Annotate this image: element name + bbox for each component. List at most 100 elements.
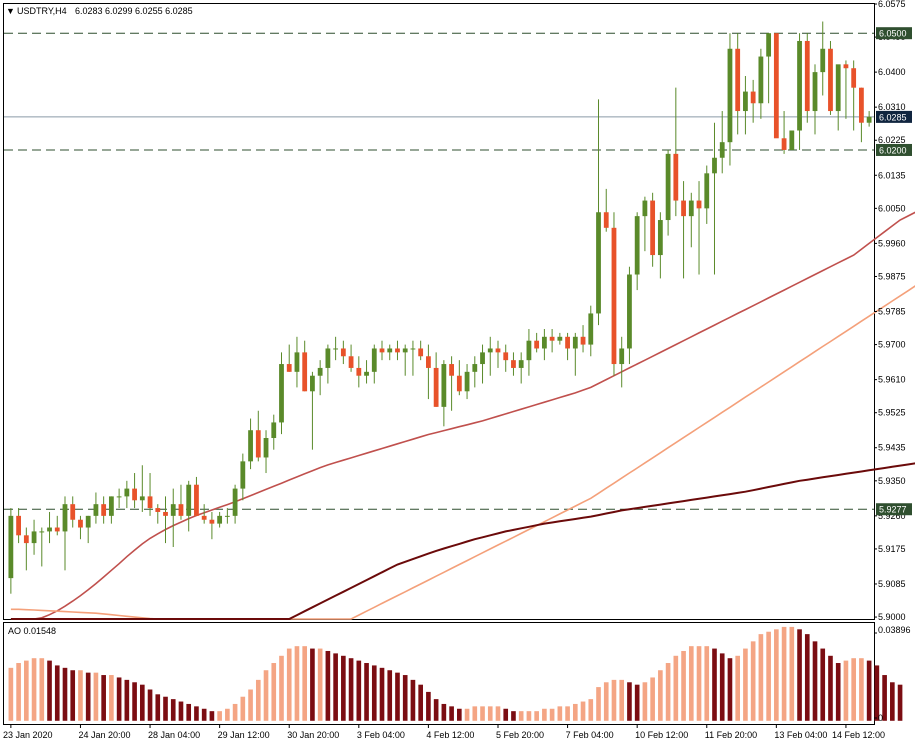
ao-bar-down — [627, 682, 632, 721]
candle-bull — [464, 371, 470, 392]
ao-bar-up — [650, 677, 655, 721]
ao-bar-up — [665, 663, 671, 721]
candle-bear — [255, 430, 261, 458]
candle-bear — [132, 488, 137, 501]
ao-bar-up — [603, 682, 609, 721]
ao-bar-down — [170, 699, 176, 721]
ao-bar-up — [549, 708, 555, 721]
ao-bar-up — [580, 701, 586, 721]
candle-bear — [201, 515, 207, 520]
candle-bull — [186, 484, 192, 516]
ao-bar-down — [828, 655, 833, 721]
candle-bull — [317, 367, 323, 376]
ao-bar-up — [658, 670, 663, 721]
candle-bull — [472, 364, 478, 372]
candle-bear — [163, 511, 168, 516]
collapse-triangle-icon[interactable]: ▼ — [6, 6, 15, 16]
ao-bar-down — [712, 648, 717, 721]
ao-bar-up — [735, 655, 741, 721]
candle-bear — [611, 227, 617, 365]
price-tick-label: 5.9260 — [878, 511, 906, 521]
ao-bar-up — [781, 626, 787, 721]
price-tick-label: 5.9350 — [878, 476, 906, 486]
ao-bar-down — [155, 694, 161, 721]
candle-bear — [511, 360, 516, 368]
ao-bar-down — [866, 660, 872, 721]
time-tick-label: 29 Jan 12:00 — [218, 730, 270, 740]
ao-bar-up — [93, 672, 99, 721]
level-tags: 6.0500 6.0200 5.9277 6.0285 — [876, 27, 912, 516]
candle-bull — [248, 430, 253, 462]
candle-bull — [325, 348, 331, 368]
price-tick-label: 6.0225 — [878, 135, 906, 145]
price-tick-label: 5.9000 — [878, 612, 906, 622]
candle-bull — [240, 461, 246, 489]
moving-average-ma-mid — [10, 285, 915, 620]
ao-bar-down — [341, 655, 346, 721]
candle-bear — [348, 356, 354, 368]
candle-bull — [596, 212, 601, 314]
level-tag: 6.0500 — [879, 29, 907, 39]
ao-bar-down — [449, 706, 454, 721]
ao-bar-up — [774, 629, 779, 721]
candle-bear — [426, 356, 431, 368]
ao-bar-up — [696, 646, 702, 721]
candle-bull — [642, 200, 648, 217]
time-tick-label: 3 Feb 04:00 — [357, 730, 405, 740]
candle-bear — [781, 138, 787, 150]
candle-bull — [108, 496, 114, 516]
candle-bear — [534, 340, 540, 349]
candle-bull — [31, 531, 37, 544]
ao-bar-down — [364, 663, 369, 721]
candlesticks — [8, 21, 872, 594]
indicator-label: AO 0.01548 — [8, 626, 56, 636]
ao-bar-up — [109, 675, 114, 721]
ao-bar-up — [472, 706, 478, 721]
candle-bear — [395, 348, 400, 353]
ao-bar-up — [263, 670, 269, 721]
ao-bar-up — [843, 660, 849, 721]
ao-bar-down — [85, 672, 91, 721]
candle-bear — [78, 519, 83, 528]
ao-bar-up — [526, 711, 532, 721]
candle-bull — [170, 504, 176, 516]
price-tick-label: 5.9085 — [878, 579, 906, 589]
ao-bar-down — [402, 675, 408, 721]
ao-bar-down — [186, 703, 192, 721]
ao-bar-down — [882, 675, 887, 721]
candle-bull — [518, 360, 524, 368]
price-tick-label: 5.9960 — [878, 238, 906, 248]
candle-bear — [194, 484, 199, 516]
candle-bull — [62, 504, 68, 532]
ao-bar-up — [572, 703, 578, 721]
candle-bear — [456, 375, 462, 392]
candle-bull — [39, 531, 45, 533]
ao-bar-up — [16, 663, 21, 721]
candle-bull — [294, 352, 300, 372]
ao-bar-up — [758, 634, 764, 721]
ao-bar-up — [232, 703, 238, 721]
candle-bull — [93, 504, 99, 516]
ao-bar-up — [642, 682, 648, 721]
candle-bull — [789, 130, 795, 150]
price-tick-label: 6.0310 — [878, 102, 906, 112]
ao-bar-up — [271, 663, 277, 721]
candle-bull — [387, 348, 393, 353]
candle-bear — [696, 200, 702, 209]
candle-bear — [16, 515, 21, 536]
moving-average-ma-slow — [10, 462, 915, 620]
candle-bull — [333, 348, 339, 350]
candle-bull — [526, 340, 532, 361]
ao-bar-up — [789, 626, 795, 721]
price-tick-label: 5.9875 — [878, 271, 906, 281]
ao-bar-up — [8, 667, 14, 721]
ao-bar-down — [418, 684, 423, 721]
candle-bull — [766, 33, 772, 57]
candle-bear — [603, 212, 609, 228]
ao-histogram — [8, 626, 903, 721]
moving-average-lines — [10, 211, 915, 620]
ao-bar-up — [688, 646, 694, 721]
ao-bar-up — [24, 660, 29, 721]
candle-bull — [812, 72, 818, 112]
candle-bull — [627, 274, 632, 349]
